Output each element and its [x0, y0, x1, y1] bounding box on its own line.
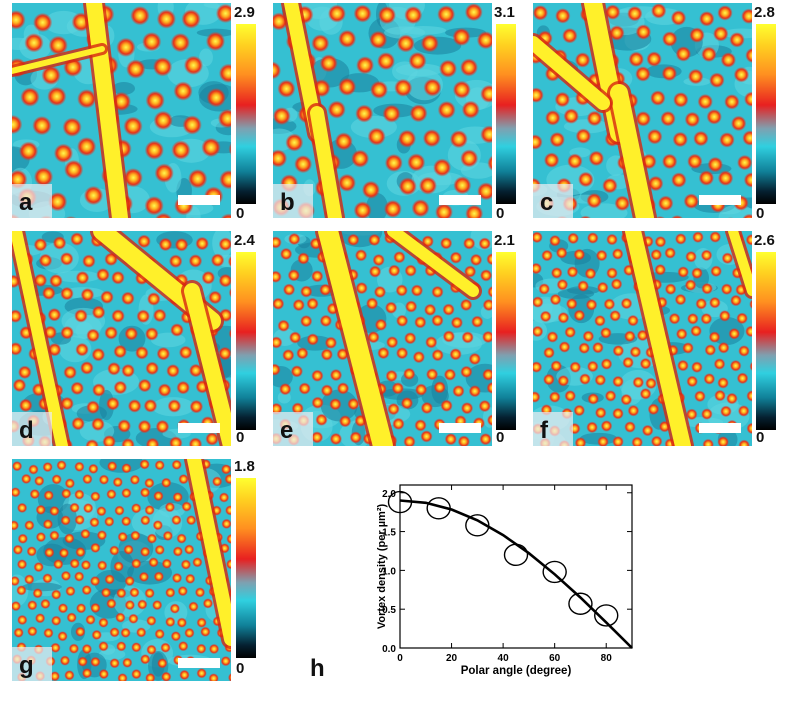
scale-bar — [178, 658, 220, 668]
colorbar-a — [236, 24, 256, 204]
data-point — [542, 560, 567, 584]
x-tick-label: 20 — [446, 653, 458, 664]
colorbar-min-g: 0 — [236, 660, 245, 677]
colorbar-max-a: 2.9 — [234, 4, 255, 21]
colorbar-g — [236, 478, 256, 658]
panel-letter-h: h — [310, 655, 325, 682]
colorbar-max-c: 2.8 — [754, 4, 775, 21]
colorbar-min-d: 0 — [236, 429, 245, 446]
x-tick-label: 0 — [397, 653, 403, 664]
colorbar-max-g: 1.8 — [234, 458, 255, 475]
vortex-map-e — [273, 231, 492, 446]
panel-label-box: f — [533, 412, 573, 446]
scale-bar — [699, 195, 741, 205]
plot-frame — [399, 484, 633, 649]
panel-label-box: b — [273, 184, 313, 218]
scale-bar — [699, 423, 741, 433]
stm-panel-a: a — [12, 3, 231, 218]
panel-label-box: a — [12, 184, 52, 218]
panel-letter-c: c — [540, 189, 554, 216]
colorbar-e — [496, 252, 516, 430]
stm-panel-g: g — [12, 459, 231, 681]
panel-letter-g: g — [19, 652, 34, 679]
y-tick-label: 0.5 — [382, 605, 396, 616]
data-point — [594, 604, 619, 627]
stm-panel-b: b — [273, 3, 492, 218]
colorbar-max-f: 2.6 — [754, 232, 775, 249]
y-tick-label: 1.0 — [382, 566, 396, 577]
colorbar-min-a: 0 — [236, 205, 245, 222]
colorbar-max-d: 2.4 — [234, 232, 255, 249]
stm-panel-d: d — [12, 231, 231, 446]
y-tick-label: 0.0 — [382, 644, 396, 655]
data-point — [465, 514, 490, 537]
colorbar-max-b: 3.1 — [494, 4, 515, 21]
panel-label-box: d — [12, 412, 52, 446]
panel-letter-a: a — [19, 189, 33, 216]
vortex-map-f — [533, 231, 752, 446]
colorbar-max-e: 2.1 — [494, 232, 515, 249]
panel-label-box: c — [533, 184, 573, 218]
x-axis-label: Polar angle (degree) — [461, 665, 572, 677]
y-tick-label: 2.0 — [382, 489, 396, 500]
panel-letter-d: d — [19, 417, 34, 444]
colorbar-d — [236, 252, 256, 430]
data-point — [503, 543, 529, 567]
data-point — [568, 592, 593, 615]
colorbar-min-e: 0 — [496, 429, 505, 446]
fit-line — [399, 499, 633, 649]
panel-letter-b: b — [280, 189, 295, 216]
vortex-map-d — [12, 231, 231, 446]
x-tick-label: 40 — [498, 653, 510, 664]
data-point — [426, 497, 451, 520]
colorbar-c — [756, 24, 776, 204]
panel-label-box: e — [273, 412, 313, 446]
x-tick-label: 60 — [549, 653, 561, 664]
colorbar-min-f: 0 — [756, 429, 765, 446]
stm-panel-e: e — [273, 231, 492, 446]
vortex-map-b — [273, 3, 492, 218]
stm-panel-f: f — [533, 231, 752, 446]
colorbar-min-b: 0 — [496, 205, 505, 222]
colorbar-f — [756, 252, 776, 430]
panel-letter-e: e — [280, 417, 294, 444]
colorbar-min-c: 0 — [756, 205, 765, 222]
y-axis-label: Vortex density (per µm²) — [376, 504, 388, 630]
scale-bar — [178, 195, 220, 205]
colorbar-b — [496, 24, 516, 204]
panel-letter-f: f — [540, 417, 548, 444]
scale-bar — [178, 423, 220, 433]
scale-bar — [439, 423, 481, 433]
y-tick-label: 1.5 — [382, 528, 396, 539]
stm-panel-c: c — [533, 3, 752, 218]
data-point — [387, 490, 413, 514]
panel-label-box: g — [12, 647, 52, 681]
x-tick-label: 80 — [601, 653, 613, 664]
scale-bar — [439, 195, 481, 205]
vortex-map-g — [12, 459, 231, 681]
